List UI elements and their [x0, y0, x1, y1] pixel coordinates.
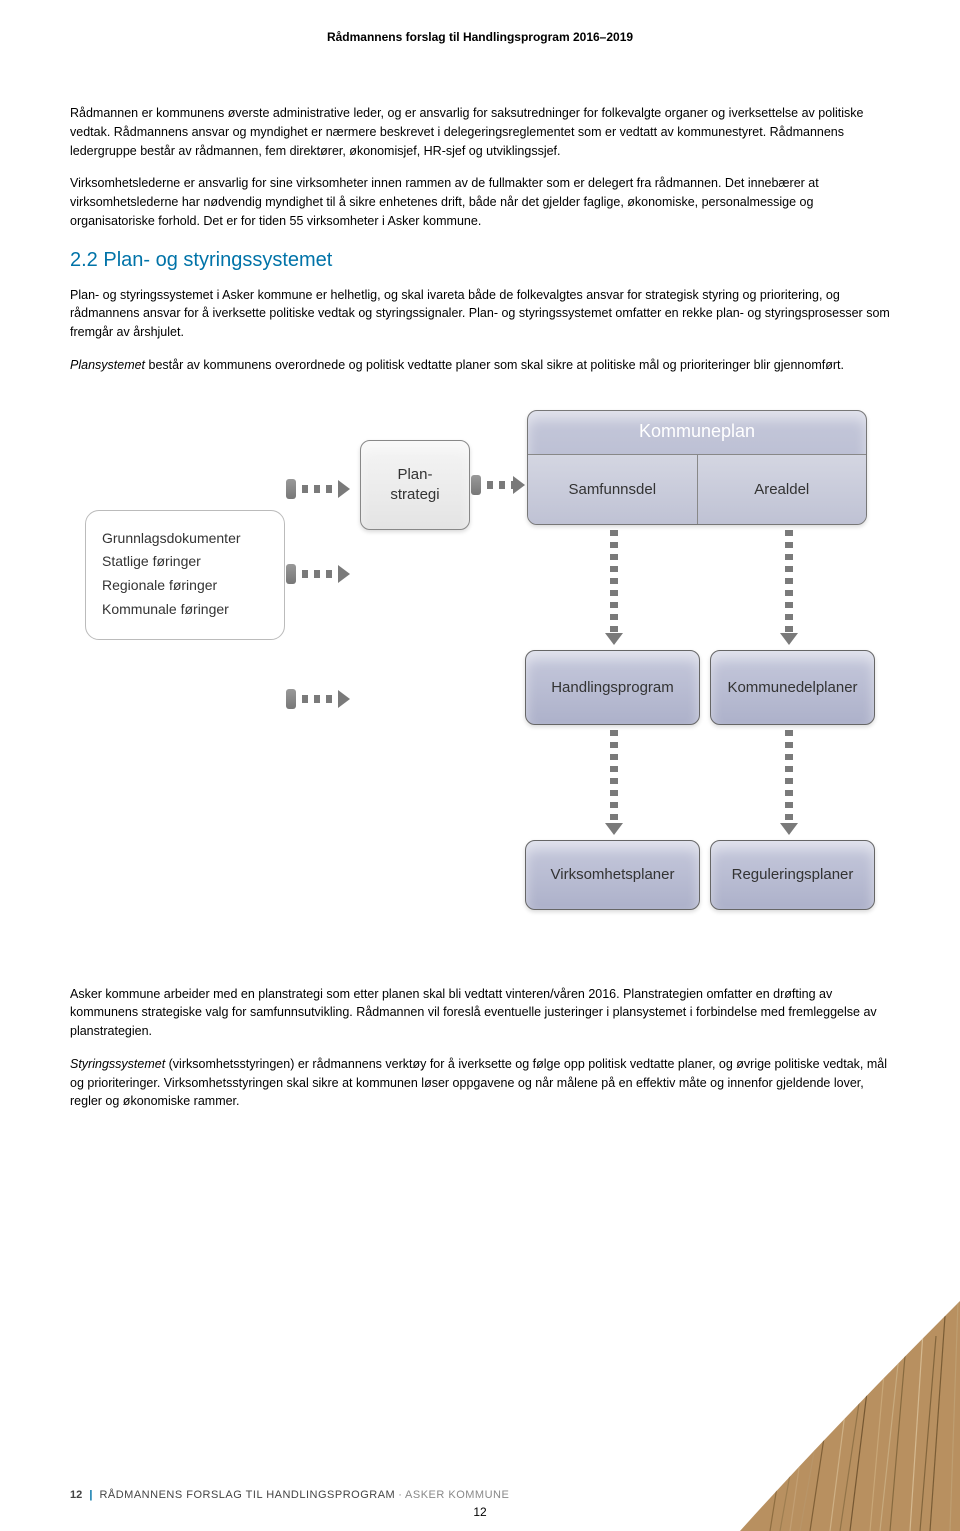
- samfunnsdel-cell: Samfunnsdel: [528, 454, 698, 524]
- arealdel-cell: Arealdel: [698, 454, 867, 524]
- paragraph-4: Plansystemet består av kommunens overord…: [70, 356, 890, 375]
- grunndok-line-4: Kommunale føringer: [102, 598, 270, 622]
- para4-rest: består av kommunens overordnede og polit…: [145, 358, 844, 372]
- grunndok-line-2: Statlige føringer: [102, 550, 270, 574]
- paragraph-6: Styringssystemet (virksomhetsstyringen) …: [70, 1055, 890, 1111]
- reguleringsplaner-label: Reguleringsplaner: [732, 866, 854, 883]
- arrow-grunndok-2: [290, 570, 340, 578]
- arrow-grunndok-1: [290, 485, 340, 493]
- grunndok-line-3: Regionale føringer: [102, 574, 270, 598]
- grunndok-box: Grunnlagsdokumenter Statlige føringer Re…: [85, 510, 285, 640]
- kommunedelplaner-box: Kommunedelplaner: [710, 650, 875, 725]
- footer-org: ASKER KOMMUNE: [405, 1489, 509, 1501]
- footer-divider: |: [89, 1489, 92, 1501]
- virksomhetsplaner-box: Virksomhetsplaner: [525, 840, 700, 910]
- paragraph-3: Plan- og styringssystemet i Asker kommun…: [70, 286, 890, 342]
- footer-title: RÅDMANNENS FORSLAG TIL HANDLINGSPROGRAM: [99, 1489, 395, 1501]
- grass-decor: [740, 1301, 960, 1531]
- virksomhetsplaner-label: Virksomhetsplaner: [551, 866, 675, 883]
- kommuneplan-box: Kommuneplan Samfunnsdel Arealdel: [527, 410, 867, 525]
- doc-header: Rådmannens forslag til Handlingsprogram …: [70, 30, 890, 44]
- section-heading-2-2: 2.2 Plan- og styringssystemet: [70, 249, 890, 272]
- arrow-kom-reg: [785, 730, 793, 825]
- paragraph-1: Rådmannen er kommunens øverste administr…: [70, 104, 890, 160]
- grunndok-line-1: Grunnlagsdokumenter: [102, 527, 270, 551]
- handlingsprogram-box: Handlingsprogram: [525, 650, 700, 725]
- arrow-areal-kommunedel: [785, 530, 793, 635]
- para6-rest: (virksomhetsstyringen) er rådmannens ver…: [70, 1057, 887, 1109]
- plan-system-diagram: Grunnlagsdokumenter Statlige føringer Re…: [85, 395, 875, 955]
- reguleringsplaner-box: Reguleringsplaner: [710, 840, 875, 910]
- para4-em: Plansystemet: [70, 358, 145, 372]
- para6-em: Styringssystemet: [70, 1057, 165, 1071]
- paragraph-5: Asker kommune arbeider med en planstrate…: [70, 985, 890, 1041]
- footer-page: 12: [70, 1489, 82, 1501]
- planstrategi-label: Plan-strategi: [390, 465, 439, 504]
- arrow-handling-virksomhet: [610, 730, 618, 825]
- arrow-grunndok-3: [290, 695, 340, 703]
- paragraph-2: Virksomhetslederne er ansvarlig for sine…: [70, 174, 890, 230]
- page-footer: 12 | RÅDMANNENS FORSLAG TIL HANDLINGSPRO…: [70, 1489, 509, 1501]
- kommuneplan-title: Kommuneplan: [528, 411, 866, 454]
- kommunedelplaner-label: Kommunedelplaner: [727, 679, 857, 696]
- arrow-plan-to-kommune: [475, 481, 515, 489]
- footer-page-center: 12: [0, 1505, 960, 1519]
- handlingsprogram-label: Handlingsprogram: [551, 679, 674, 696]
- planstrategi-box: Plan-strategi: [360, 440, 470, 530]
- arrow-samfunn-handling: [610, 530, 618, 635]
